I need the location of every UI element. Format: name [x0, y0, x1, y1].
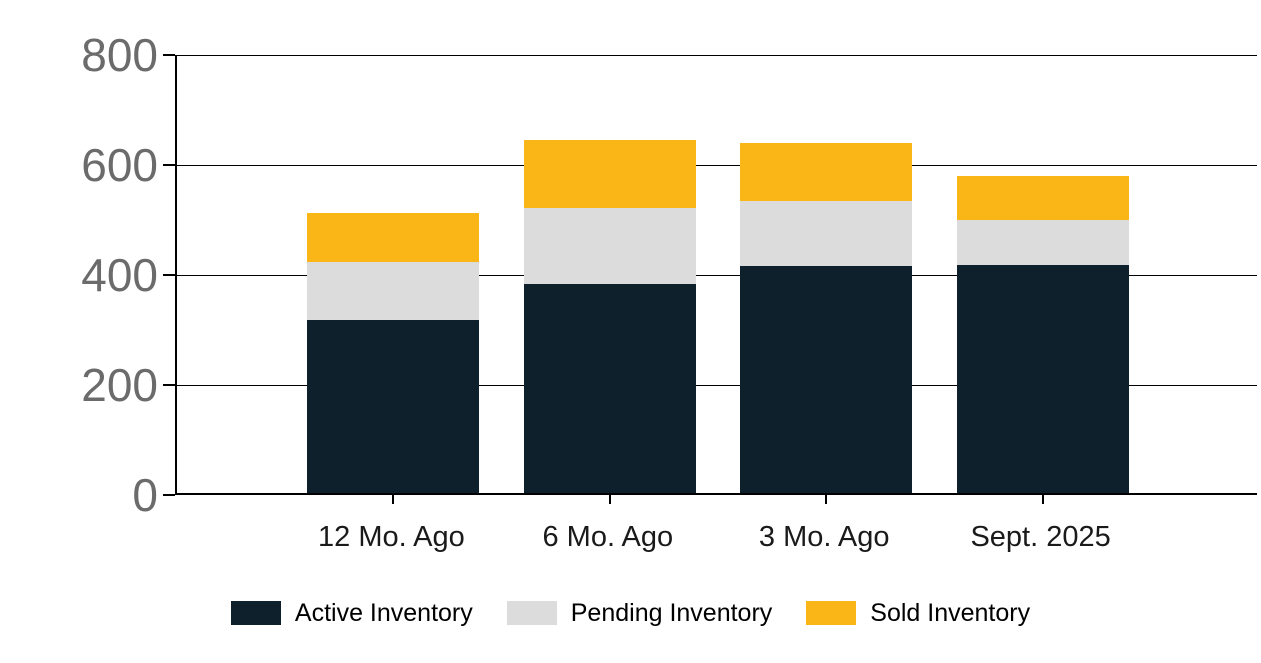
y-axis-label-0: 0	[132, 469, 158, 521]
plot-area	[163, 54, 1257, 504]
segment-sold-inventory	[523, 139, 696, 209]
gridline-600	[177, 164, 1257, 166]
y-tick-600	[163, 164, 175, 166]
segment-active-inventory	[523, 283, 696, 493]
x-axis-label-3: 3 Mo. Ago	[758, 521, 890, 553]
legend-label: Active Inventory	[294, 599, 473, 627]
bar-12-mo-ago	[307, 55, 480, 493]
legend-swatch-icon	[230, 601, 281, 625]
legend-label: Sold Inventory	[870, 599, 1031, 627]
x-tick-3	[825, 495, 828, 504]
x-tick-4	[1041, 495, 1044, 504]
x-tick-2	[608, 495, 611, 504]
segment-active-inventory	[740, 265, 913, 493]
x-tick-1	[392, 495, 395, 504]
segment-pending-inventory	[523, 208, 696, 284]
segment-pending-inventory	[740, 201, 913, 266]
bar-3-mo-ago	[740, 55, 913, 493]
bar-sept-2025	[956, 55, 1129, 493]
bar-6-mo-ago	[523, 55, 696, 493]
legend-item-pending-inventory: Pending Inventory	[506, 598, 773, 628]
segment-sold-inventory	[956, 176, 1129, 221]
segment-active-inventory	[956, 265, 1129, 493]
gridline-400	[177, 274, 1257, 276]
legend-item-sold-inventory: Sold Inventory	[806, 598, 1030, 628]
legend-item-active-inventory: Active Inventory	[230, 598, 473, 628]
y-tick-200	[163, 384, 175, 386]
segment-active-inventory	[307, 320, 480, 493]
legend-swatch-icon	[506, 601, 557, 625]
segment-pending-inventory	[956, 220, 1129, 266]
y-tick-400	[163, 274, 175, 276]
y-axis-label-600: 600	[81, 139, 158, 191]
gridline-200	[177, 384, 1257, 386]
x-axis-label-1: 12 Mo. Ago	[318, 521, 465, 553]
y-tick-800	[163, 54, 175, 56]
legend-swatch-icon	[806, 601, 857, 625]
gridline-800	[177, 55, 1257, 56]
segment-sold-inventory	[307, 212, 480, 262]
x-axis-label-2: 6 Mo. Ago	[542, 521, 674, 553]
legend: Active Inventory Pending Inventory Sold In…	[0, 598, 1261, 628]
segment-sold-inventory	[740, 143, 913, 202]
y-tick-0	[163, 494, 175, 496]
y-axis-label-200: 200	[81, 359, 158, 411]
x-axis-label-4: Sept. 2025	[970, 521, 1111, 553]
segment-pending-inventory	[307, 261, 480, 320]
legend-label: Pending Inventory	[570, 599, 773, 627]
y-axis-label-800: 800	[81, 29, 158, 81]
y-axis-label-400: 400	[81, 249, 158, 301]
